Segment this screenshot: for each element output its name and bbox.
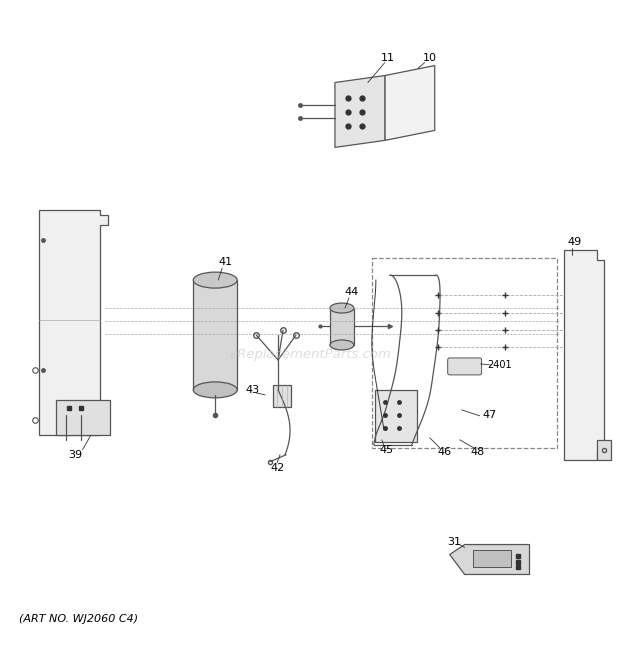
Ellipse shape (330, 303, 354, 313)
Text: 11: 11 (381, 53, 395, 63)
Text: 47: 47 (482, 410, 497, 420)
Bar (375, 390, 417, 442)
Text: 49: 49 (567, 237, 582, 248)
Ellipse shape (330, 340, 354, 350)
Text: eReplacementParts.com: eReplacementParts.com (229, 348, 391, 362)
Text: 41: 41 (218, 257, 232, 267)
Text: 48: 48 (471, 447, 485, 457)
Bar (597, 440, 611, 460)
Text: 46: 46 (438, 447, 452, 457)
Polygon shape (385, 65, 435, 141)
Text: 2401: 2401 (487, 360, 512, 370)
Bar (330, 308, 354, 345)
Polygon shape (564, 250, 604, 460)
Polygon shape (38, 211, 108, 435)
Ellipse shape (193, 272, 237, 288)
Text: (ART NO. WJ2060 C4): (ART NO. WJ2060 C4) (19, 614, 138, 624)
FancyBboxPatch shape (448, 358, 482, 375)
Text: 39: 39 (68, 449, 82, 460)
Text: 43: 43 (245, 385, 259, 395)
Bar (193, 280, 237, 390)
Bar (56, 400, 110, 435)
Text: 31: 31 (448, 537, 462, 546)
Text: 42: 42 (270, 463, 284, 473)
Bar (273, 385, 291, 407)
Bar (472, 550, 510, 568)
Text: 44: 44 (345, 287, 359, 297)
Text: 10: 10 (423, 53, 436, 63)
Polygon shape (450, 544, 529, 574)
Ellipse shape (193, 382, 237, 398)
Text: 45: 45 (380, 445, 394, 455)
Polygon shape (335, 75, 385, 147)
